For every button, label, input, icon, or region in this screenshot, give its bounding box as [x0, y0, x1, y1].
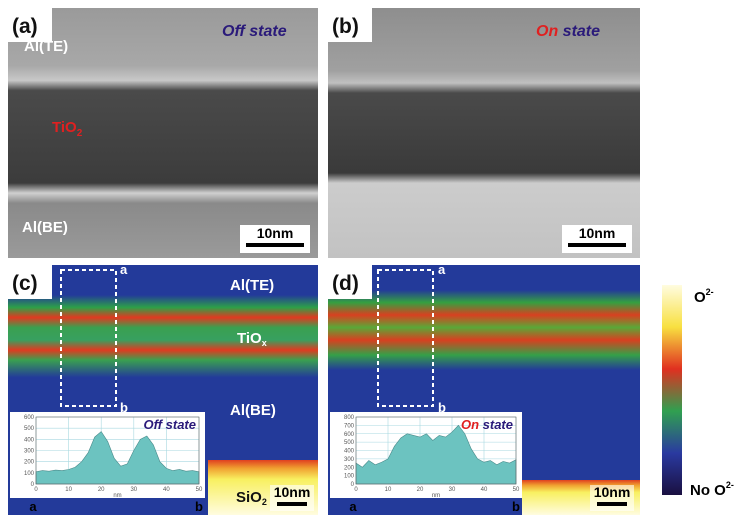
colorbar: O2- No O2- — [662, 285, 734, 499]
layer-label: Al(TE) — [24, 38, 68, 55]
tem-image — [328, 8, 640, 258]
y-tick-label: 800 — [344, 415, 355, 421]
profile-end: b — [512, 499, 520, 514]
x-tick-label: 50 — [513, 487, 520, 493]
line-start: a — [438, 262, 446, 277]
subscript: 2 — [77, 128, 83, 139]
layer-label: Al(BE) — [22, 219, 68, 236]
formula: SiO — [236, 489, 262, 506]
y-tick-label: 700 — [344, 423, 355, 429]
subscript: 2 — [262, 497, 267, 507]
x-axis-label: nm — [113, 493, 121, 499]
formula: TiO — [237, 330, 262, 347]
y-tick-label: 500 — [344, 440, 355, 446]
x-tick-label: 40 — [163, 487, 170, 493]
line-start: a — [120, 262, 128, 277]
scale-label: 10nm — [257, 225, 294, 241]
panel-label: (a) — [12, 15, 38, 38]
superscript: 2- — [706, 287, 714, 297]
panel-c: (c) a b Al(TE) TiOx Al(BE) SiO2 10nm 010… — [8, 262, 318, 515]
subscript: x — [262, 338, 267, 348]
state-on: On — [461, 417, 479, 432]
y-tick-label: 600 — [344, 432, 355, 438]
profile-start: a — [29, 499, 37, 514]
superscript: 2- — [726, 480, 734, 490]
x-axis-label: nm — [432, 493, 440, 499]
y-tick-label: 100 — [344, 474, 355, 480]
formula: TiO — [52, 119, 77, 136]
scale-bar — [277, 502, 307, 506]
profile-start: a — [349, 499, 357, 514]
symbol: O — [694, 289, 706, 306]
x-tick-label: 10 — [385, 487, 392, 493]
y-tick-label: 300 — [344, 457, 355, 463]
y-tick-label: 300 — [24, 449, 35, 455]
x-tick-label: 30 — [449, 487, 456, 493]
x-tick-label: 10 — [65, 487, 72, 493]
state-label: Off state — [222, 23, 287, 40]
state-rest: state — [483, 417, 513, 432]
layer-label: Al(BE) — [230, 402, 276, 419]
scale-bar — [568, 243, 626, 247]
y-tick-label: 400 — [344, 449, 355, 455]
x-tick-label: 20 — [98, 487, 105, 493]
state-label: Off state — [144, 417, 197, 432]
figure: (a) Al(TE) Off state TiO2 Al(BE) 10nm (b… — [0, 0, 750, 524]
scale-bar — [597, 502, 627, 506]
panel-label: (d) — [332, 272, 359, 295]
y-tick-label: 500 — [24, 426, 35, 432]
panel-b: (b) On state 10nm — [328, 8, 640, 258]
scale-bar — [246, 243, 304, 247]
colorbar-gradient — [662, 285, 682, 495]
scale-label: 10nm — [594, 484, 631, 500]
state-on: On — [536, 23, 558, 40]
y-tick-label: 200 — [344, 465, 355, 471]
colorbar-high: O2- — [694, 287, 714, 306]
y-tick-label: 100 — [24, 471, 35, 477]
y-tick-label: 200 — [24, 460, 35, 466]
layer-label: Al(TE) — [230, 277, 274, 294]
scale-label: 10nm — [579, 225, 616, 241]
colorbar-low: No O2- — [690, 480, 734, 499]
y-tick-label: 400 — [24, 437, 35, 443]
state-rest: state — [563, 23, 600, 40]
profile-end: b — [195, 499, 203, 514]
scale-label: 10nm — [274, 484, 311, 500]
x-tick-label: 20 — [417, 487, 424, 493]
state-label: On state — [461, 417, 513, 432]
panel-a: (a) Al(TE) Off state TiO2 Al(BE) 10nm — [8, 8, 318, 258]
state-label: On state — [536, 23, 600, 40]
panel-label: (b) — [332, 15, 359, 38]
y-tick-label: 600 — [24, 415, 35, 421]
x-tick-label: 40 — [481, 487, 488, 493]
x-tick-label: 30 — [130, 487, 137, 493]
x-tick-label: 50 — [196, 487, 203, 493]
symbol: No O — [690, 482, 726, 499]
panel-label: (c) — [12, 272, 38, 295]
